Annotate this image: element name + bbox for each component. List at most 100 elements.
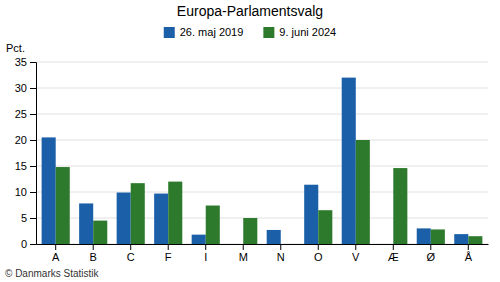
x-tick: Æ: [388, 244, 399, 263]
y-tick-mark: [30, 192, 36, 193]
y-tick: 30: [15, 82, 36, 94]
x-tick-label: O: [314, 251, 323, 263]
x-tick: Ø: [427, 244, 436, 263]
x-tick-mark: [280, 244, 281, 250]
x-tick: M: [239, 244, 248, 263]
bar: [431, 229, 445, 244]
plot: A B C F I M N O V Æ Ø Å 0 5 10 15 20 25 30 35: [15, 56, 489, 263]
y-tick-mark: [30, 62, 36, 63]
chart: Europa-Parlamentsvalg A B C F I M N O V Æ Ø Å 0 5 10 15 2…: [0, 0, 500, 282]
x-tick-mark: [93, 244, 94, 250]
grid-line: [36, 166, 488, 167]
y-tick: 0: [21, 238, 36, 250]
bar: [56, 167, 70, 244]
x-tick-label: Æ: [388, 251, 399, 263]
x-tick-label: M: [239, 251, 248, 263]
bar: [79, 203, 93, 244]
bar: [342, 78, 356, 244]
grid-line: [36, 62, 488, 63]
bar: [318, 210, 332, 244]
bar: [393, 168, 407, 244]
grid: [36, 62, 488, 244]
bar: [468, 236, 482, 244]
x-tick: V: [352, 244, 360, 263]
y-tick-mark: [30, 114, 36, 115]
x-tick: O: [314, 244, 323, 263]
x-tick-label: B: [90, 251, 97, 263]
x-tick: Å: [465, 244, 473, 263]
bar: [229, 244, 243, 245]
bar: [454, 234, 468, 244]
y-tick-label: 15: [15, 160, 27, 172]
x-axis: ABCFIMNOVÆØÅ: [37, 244, 489, 263]
x-tick: A: [52, 244, 60, 263]
bar: [168, 182, 182, 244]
x-tick-label: N: [277, 251, 285, 263]
y-tick-mark: [30, 218, 36, 219]
x-tick-mark: [430, 244, 431, 250]
x-tick-mark: [205, 244, 206, 250]
y-axis: 0 5 10 15 20 25 30 35: [15, 56, 37, 250]
grid-line: [36, 192, 488, 193]
y-tick-label: 0: [21, 238, 27, 250]
x-tick-label: C: [127, 251, 135, 263]
x-tick-mark: [168, 244, 169, 250]
bar: [93, 221, 107, 244]
legend: 26. maj 2019 9. juni 2024: [164, 26, 337, 38]
x-tick-label: V: [352, 251, 360, 263]
x-tick: F: [165, 244, 172, 263]
y-tick: 20: [15, 134, 36, 146]
y-axis-line: [30, 63, 37, 245]
y-tick-mark: [30, 140, 36, 141]
legend-item: 26. maj 2019: [164, 26, 244, 38]
grid-line: [36, 140, 488, 141]
x-tick-label: A: [52, 251, 60, 263]
x-tick-label: Å: [465, 251, 473, 263]
x-tick-label: I: [204, 251, 207, 263]
bar: [42, 137, 56, 244]
bar: [417, 228, 431, 244]
bar: [154, 194, 168, 244]
annotation: © Danmarks Statistik: [5, 268, 100, 279]
grid-line: [36, 218, 488, 219]
y-axis-label: Pct.: [6, 42, 25, 54]
legend-label: 9. juni 2024: [279, 26, 336, 38]
x-tick-mark: [318, 244, 319, 250]
bar: [192, 235, 206, 244]
y-tick-label: 25: [15, 108, 27, 120]
y-tick-label: 10: [15, 186, 27, 198]
x-tick: B: [90, 244, 97, 263]
bar: [356, 140, 370, 244]
y-tick-mark: [30, 244, 36, 245]
legend-item: 9. juni 2024: [263, 26, 336, 38]
bar: [379, 244, 393, 245]
bar-series: [56, 140, 483, 244]
x-tick: I: [204, 244, 207, 263]
y-tick: 10: [15, 186, 36, 198]
y-tick-mark: [30, 166, 36, 167]
x-tick-mark: [55, 244, 56, 250]
bar: [131, 183, 145, 244]
legend-swatch: [164, 27, 175, 38]
x-tick: N: [277, 244, 285, 263]
bar: [117, 193, 131, 244]
title: Europa-Parlamentsvalg: [177, 3, 323, 19]
y-tick: 25: [15, 108, 36, 120]
x-tick: C: [127, 244, 135, 263]
x-tick-mark: [393, 244, 394, 250]
y-tick-mark: [30, 88, 36, 89]
y-tick-label: 20: [15, 134, 27, 146]
x-tick-mark: [130, 244, 131, 250]
grid-line: [36, 88, 488, 89]
x-axis-line: [37, 244, 489, 245]
grid-line: [36, 114, 488, 115]
bars: [42, 78, 483, 244]
y-tick: 35: [15, 56, 36, 68]
bar: [206, 206, 220, 244]
y-tick: 5: [21, 212, 36, 224]
x-tick-mark: [468, 244, 469, 250]
bar-series: [42, 78, 469, 244]
bar: [243, 218, 257, 244]
legend-label: 26. maj 2019: [180, 26, 244, 38]
x-tick-mark: [243, 244, 244, 250]
